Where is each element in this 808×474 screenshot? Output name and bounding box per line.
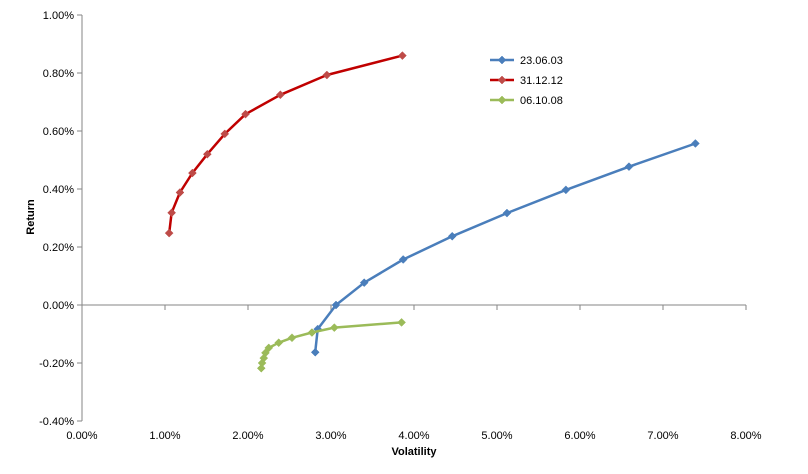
data-point [256, 363, 266, 373]
series-2 [164, 51, 407, 238]
x-tick-label: 1.00% [149, 430, 180, 442]
data-point [276, 90, 285, 100]
series-1 [310, 139, 700, 357]
y-axis-title: Return [25, 199, 37, 235]
data-point [220, 129, 230, 139]
data-point [398, 51, 407, 60]
legend-marker [497, 95, 507, 105]
legend-label: 23.06.03 [520, 55, 563, 67]
data-point [322, 70, 332, 80]
x-tick-label: 2.00% [232, 430, 263, 442]
legend-label: 31.12.12 [520, 75, 563, 87]
y-tick-label: -0.20% [39, 358, 74, 370]
data-point [691, 139, 700, 148]
data-point [241, 109, 250, 119]
data-point [624, 162, 634, 172]
x-tick-label: 8.00% [730, 430, 761, 442]
series-3 [256, 318, 406, 373]
legend-marker [497, 55, 507, 65]
y-tick-label: 0.20% [43, 242, 74, 254]
data-point [447, 231, 457, 241]
y-tick-label: -0.40% [39, 416, 74, 428]
data-point [274, 338, 284, 348]
y-tick-label: 0.40% [43, 184, 74, 196]
data-point [331, 300, 341, 310]
data-point [310, 347, 320, 357]
data-point [359, 278, 369, 288]
x-tick-label: 6.00% [564, 430, 595, 442]
series-line [167, 54, 403, 234]
data-point [164, 228, 174, 238]
series-line [260, 321, 402, 369]
data-point [188, 168, 197, 178]
x-axis-title: Volatility [391, 446, 437, 458]
axes: -0.40% -0.20% 0.00% 0.20% 0.40% 0.60% 0.80% 1.0… [39, 10, 762, 442]
x-tick-label: 4.00% [398, 430, 429, 442]
legend-item: 06.10.08 [490, 95, 563, 107]
legend-label: 06.10.08 [520, 95, 563, 107]
data-point [397, 318, 406, 327]
y-tick-label: 1.00% [43, 10, 74, 22]
legend-item: 31.12.12 [490, 75, 563, 87]
x-tick-label: 7.00% [647, 430, 678, 442]
data-point [307, 328, 317, 337]
y-tick-label: 0.80% [43, 68, 74, 80]
data-point [175, 188, 185, 197]
legend-marker [497, 75, 507, 85]
series-line [313, 142, 696, 353]
data-point [167, 208, 176, 218]
y-tick-label: 0.00% [43, 300, 74, 312]
x-tick-label: 0.00% [66, 430, 97, 442]
y-tick-label: 0.60% [43, 126, 74, 138]
data-point [561, 185, 571, 195]
data-point [202, 149, 212, 159]
data-point [502, 208, 512, 218]
legend-item: 23.06.03 [490, 55, 563, 67]
legend: 23.06.03 31.12.12 06.10.08 [490, 55, 563, 107]
data-point [264, 343, 274, 353]
data-point [287, 333, 297, 343]
data-point [329, 323, 339, 332]
x-tick-label: 5.00% [481, 430, 512, 442]
x-tick-label: 3.00% [315, 430, 346, 442]
data-point [398, 255, 408, 264]
series-layer [164, 51, 700, 373]
